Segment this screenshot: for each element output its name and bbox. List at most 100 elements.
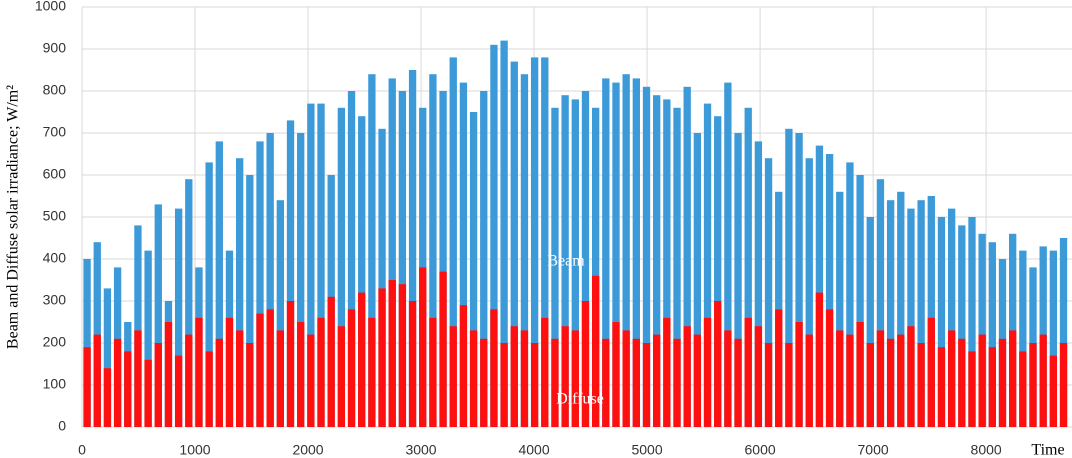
bar xyxy=(968,351,976,427)
bar xyxy=(754,326,763,427)
bar xyxy=(154,204,162,427)
bar xyxy=(591,107,600,428)
bar xyxy=(978,334,986,427)
bar xyxy=(1049,355,1058,427)
bar xyxy=(215,141,223,427)
bar xyxy=(947,330,956,427)
bar xyxy=(174,208,183,427)
bar xyxy=(134,225,142,427)
bar xyxy=(205,162,213,427)
bar xyxy=(744,107,752,428)
bar xyxy=(215,338,223,427)
bar xyxy=(1009,330,1017,427)
bar xyxy=(785,343,793,427)
bar xyxy=(1029,343,1037,427)
y-tick-label: 700 xyxy=(43,124,67,140)
bar xyxy=(815,145,824,427)
bar xyxy=(917,200,925,427)
bar xyxy=(144,250,152,427)
bar xyxy=(103,368,112,427)
bar xyxy=(602,78,610,428)
bar xyxy=(154,343,162,427)
bar xyxy=(134,330,142,427)
bar xyxy=(988,242,996,427)
bar xyxy=(317,317,325,427)
bar xyxy=(632,338,640,427)
bar xyxy=(876,330,885,427)
bar xyxy=(815,292,824,427)
bar xyxy=(551,338,559,427)
bar xyxy=(805,334,813,427)
bar xyxy=(480,91,488,427)
bar xyxy=(276,200,285,427)
bar xyxy=(378,288,386,427)
bar xyxy=(795,133,803,427)
bar xyxy=(185,179,193,427)
bar xyxy=(958,225,966,427)
bar xyxy=(581,91,590,427)
bar xyxy=(846,334,854,427)
bar xyxy=(398,91,407,427)
bar xyxy=(530,343,539,427)
bar xyxy=(378,128,386,428)
y-tick-label: 800 xyxy=(43,82,67,98)
bar xyxy=(571,330,579,427)
y-tick-label: 200 xyxy=(43,334,67,350)
bar xyxy=(1039,334,1047,427)
bar xyxy=(581,301,590,427)
bar xyxy=(541,317,549,427)
bar xyxy=(246,343,254,427)
bar xyxy=(144,359,152,427)
bar xyxy=(602,338,610,427)
bar xyxy=(856,322,864,427)
bar xyxy=(276,330,285,427)
x-tick-label: 8000 xyxy=(971,442,1002,458)
bar xyxy=(225,317,234,427)
bar xyxy=(235,158,244,427)
bar xyxy=(266,133,274,427)
bar xyxy=(205,351,213,427)
bar xyxy=(988,347,996,427)
bar xyxy=(337,326,346,427)
bar xyxy=(836,191,844,427)
bar xyxy=(561,326,569,427)
bar xyxy=(449,326,457,427)
bar xyxy=(1019,250,1027,427)
bar xyxy=(368,317,376,427)
bar xyxy=(408,301,417,427)
x-tick-label: 5000 xyxy=(631,442,662,458)
bar xyxy=(286,120,295,428)
y-tick-label: 900 xyxy=(43,40,67,56)
bar xyxy=(673,107,681,428)
y-tick-label: 300 xyxy=(43,292,67,308)
bar xyxy=(388,280,396,427)
bar xyxy=(164,322,173,427)
bar xyxy=(246,175,254,427)
bar xyxy=(439,271,447,427)
bar xyxy=(663,317,671,427)
y-tick-label: 1000 xyxy=(35,0,66,14)
bar xyxy=(185,334,193,427)
y-tick-label: 0 xyxy=(58,418,66,434)
bar xyxy=(266,309,274,427)
bar xyxy=(825,154,834,427)
bar xyxy=(347,91,356,427)
bar xyxy=(683,326,691,427)
bar xyxy=(551,107,559,428)
bar xyxy=(724,330,732,427)
bar xyxy=(429,317,437,427)
bar xyxy=(825,309,834,427)
bar xyxy=(866,217,874,427)
bar xyxy=(358,116,366,427)
bar xyxy=(856,175,864,427)
marks xyxy=(83,40,1068,428)
bar xyxy=(886,200,895,427)
bar xyxy=(998,338,1007,427)
bar xyxy=(968,217,976,427)
bar xyxy=(510,61,518,427)
bar xyxy=(490,44,498,428)
bar xyxy=(83,259,91,427)
bar xyxy=(1019,351,1027,427)
bar xyxy=(510,326,518,427)
bar xyxy=(724,82,732,427)
